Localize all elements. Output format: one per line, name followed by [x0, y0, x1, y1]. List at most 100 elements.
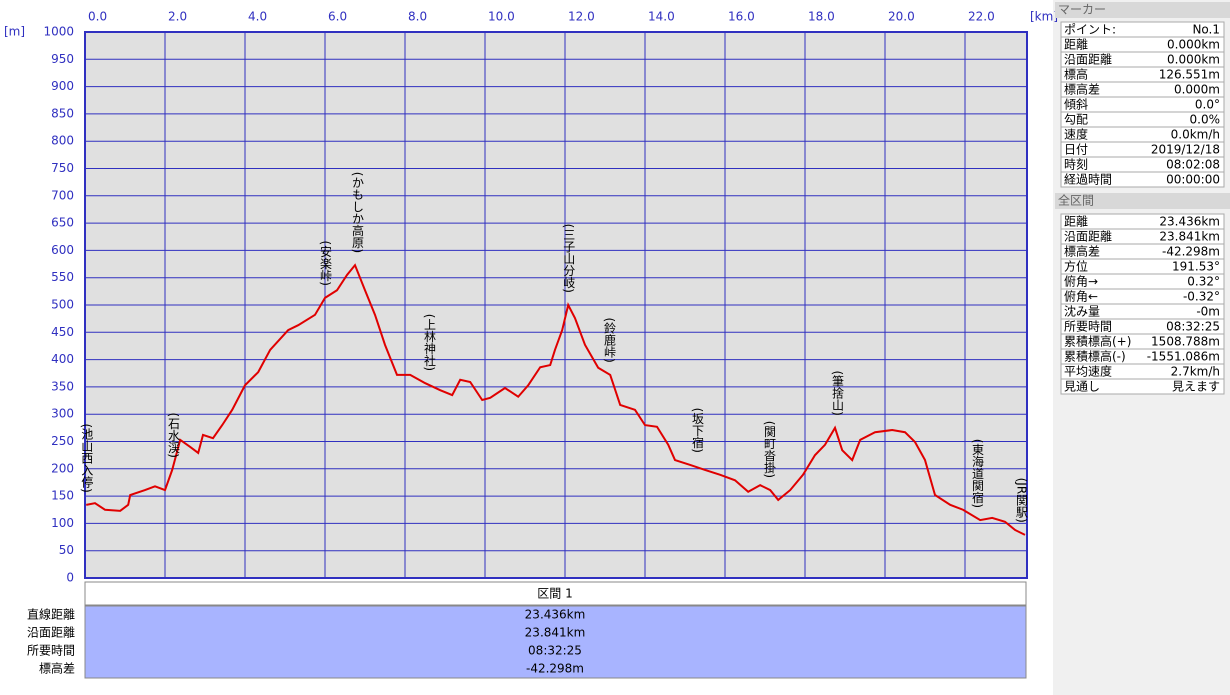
y-tick-label: 400: [51, 352, 74, 366]
landmark-label: (石水渓): [167, 413, 181, 458]
panel-key: 速度: [1064, 127, 1088, 142]
y-tick-label: 1000: [43, 25, 74, 39]
panel-value: 1508.788m: [1151, 335, 1220, 349]
plot-border: [84, 31, 1028, 579]
panel-key: ポイント:: [1064, 23, 1116, 37]
x-tick-label: 0.0: [88, 10, 107, 24]
y-tick-label: 450: [51, 325, 74, 339]
y-tick-label: 950: [51, 52, 74, 66]
panel-value: 見えます: [1172, 380, 1220, 394]
panel-key: 経過時間: [1064, 173, 1112, 187]
section-key: 直線距離: [27, 607, 75, 622]
y-tick-label: 750: [51, 161, 74, 175]
panel-value: 126.551m: [1159, 68, 1220, 82]
y-tick-label: 650: [51, 216, 74, 230]
panel-value: -0.32°: [1183, 290, 1220, 304]
panel-value: 2.7km/h: [1171, 365, 1220, 379]
panel-value: 2019/12/18: [1151, 143, 1220, 157]
x-tick-label: 12.0: [568, 10, 595, 24]
section-body: [84, 605, 1027, 679]
x-tick-label: 2.0: [168, 10, 187, 24]
y-tick-label: 800: [51, 134, 74, 148]
marker-header: [1055, 2, 1230, 18]
panel-key: 方位: [1064, 259, 1088, 274]
landmark-label: (鈴鹿峠): [603, 318, 617, 363]
panel-value: 0.32°: [1187, 275, 1220, 289]
panel-key: 俯角→: [1064, 274, 1098, 289]
panel-key: 日付: [1064, 143, 1088, 157]
landmark-label: (かもしか高原): [351, 172, 365, 253]
y-tick-label: 350: [51, 379, 74, 393]
landmark-label: (関町沓掛): [763, 421, 777, 478]
y-tick-label: 700: [51, 188, 74, 202]
y-tick-label: 300: [51, 407, 74, 421]
y-tick-label: 850: [51, 106, 74, 120]
panel-value: -1551.086m: [1147, 350, 1220, 364]
x-tick-label: 14.0: [648, 10, 675, 24]
section-header: [84, 581, 1027, 606]
y-tick-label: 550: [51, 270, 74, 284]
landmark-label: (筆捨山): [831, 370, 845, 415]
y-tick-label: 500: [51, 298, 74, 312]
panel-key: 標高差: [1064, 82, 1100, 97]
panel-value: 0.0%: [1190, 113, 1221, 127]
landmark-label: (上林神社): [423, 314, 437, 371]
panel-key: 傾斜: [1064, 98, 1088, 112]
panel-key: 累積標高(+): [1064, 334, 1131, 349]
panel-key: 俯角←: [1064, 289, 1098, 304]
marker-title: マーカー: [1058, 3, 1106, 17]
landmark-label: (坂下宿): [691, 408, 705, 453]
total-header: [1055, 193, 1230, 209]
landmark-label: (東海道関宿): [971, 439, 985, 508]
total-title: 全区間: [1058, 193, 1094, 208]
panel-key: 沿面距離: [1064, 53, 1112, 67]
panel-key: 沿面距離: [1064, 230, 1112, 244]
panel-key: 標高: [1064, 67, 1088, 82]
section-value: -42.298m: [526, 662, 584, 676]
panel-key: 所要時間: [1064, 320, 1112, 334]
panel-key: 見通し: [1064, 380, 1100, 394]
section-key: 沿面距離: [27, 626, 75, 640]
panel-key: 距離: [1064, 38, 1088, 52]
panel-value: -0m: [1196, 305, 1220, 319]
x-tick-label: 20.0: [888, 10, 915, 24]
landmark-label: (JR関駅): [1015, 478, 1029, 523]
panel-value: 08:02:08: [1166, 158, 1220, 172]
panel-value: 00:00:00: [1166, 173, 1220, 187]
y-tick-label: 0: [66, 571, 74, 585]
panel-value: No.1: [1192, 23, 1220, 37]
panel-key: 距離: [1064, 215, 1088, 229]
panel-value: 0.0°: [1195, 98, 1220, 112]
panel-key: 標高差: [1064, 244, 1100, 259]
y-tick-label: 100: [51, 516, 74, 530]
x-tick-label: 10.0: [488, 10, 515, 24]
panel-value: 191.53°: [1172, 260, 1220, 274]
panel-value: 08:32:25: [1166, 320, 1220, 334]
landmark-label: (三子山分岐): [562, 224, 576, 293]
panel-value: 0.0km/h: [1171, 128, 1220, 142]
panel-key: 沈み量: [1064, 304, 1100, 319]
panel-row: [1060, 171, 1225, 188]
panel-value: -42.298m: [1162, 245, 1220, 259]
section-title: 区間 1: [537, 587, 572, 601]
y-axis-label: [m]: [4, 25, 25, 39]
y-tick-label: 600: [51, 243, 74, 257]
panel-row: [1060, 378, 1225, 395]
panel-key: 累積標高(-): [1064, 349, 1126, 364]
section-key: 所要時間: [27, 644, 75, 658]
landmark-label: (池山西入停): [80, 423, 94, 492]
section-value: 23.436km: [525, 608, 586, 622]
x-tick-label: 8.0: [408, 10, 427, 24]
panel-value: 0.000km: [1167, 38, 1220, 52]
x-tick-label: 18.0: [808, 10, 835, 24]
x-tick-label: 6.0: [328, 10, 347, 24]
y-tick-label: 200: [51, 461, 74, 475]
panel-value: 23.436km: [1159, 215, 1220, 229]
x-axis-label: [km]: [1030, 10, 1058, 24]
y-tick-label: 150: [51, 489, 74, 503]
section-key: 標高差: [39, 661, 75, 676]
panel-key: 勾配: [1064, 113, 1088, 127]
x-tick-label: 4.0: [248, 10, 267, 24]
panel-value: 0.000m: [1174, 83, 1220, 97]
